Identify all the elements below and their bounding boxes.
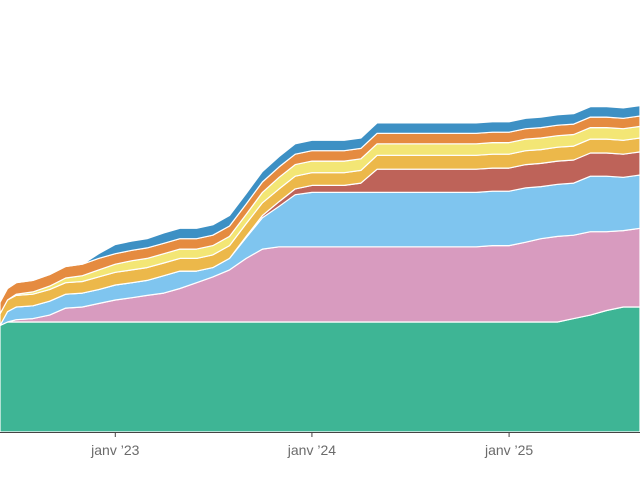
- x-tick-label-1: janv ’23: [90, 442, 139, 458]
- series-areas: [0, 105, 640, 433]
- series-area-8: [0, 105, 640, 303]
- series-area-1: [0, 306, 640, 433]
- x-tick-label-2: janv ’24: [287, 442, 336, 458]
- x-axis-ticks: janv ’23 janv ’24 janv ’25: [90, 432, 533, 458]
- x-tick-label-3: janv ’25: [484, 442, 533, 458]
